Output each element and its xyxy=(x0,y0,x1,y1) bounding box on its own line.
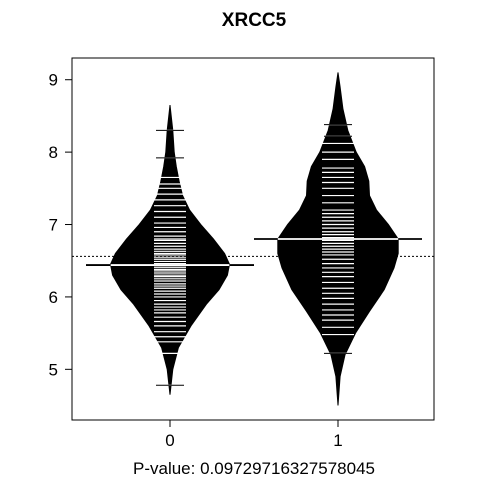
y-axis: 5 6 7 8 9 xyxy=(49,71,72,379)
y-tick-label-7: 7 xyxy=(49,216,58,235)
bean-group-0 xyxy=(109,105,231,395)
plot-frame xyxy=(71,57,435,421)
x-tick-label-0: 0 xyxy=(165,431,174,450)
y-tick-label-6: 6 xyxy=(49,288,58,307)
y-tick-label-5: 5 xyxy=(49,360,58,379)
x-axis-label: P-value: 0.09729716327578045 xyxy=(133,459,375,478)
mean-lines-layer xyxy=(86,238,422,266)
x-tick-label-1: 1 xyxy=(333,431,342,450)
y-tick-label-8: 8 xyxy=(49,143,58,162)
chart-title: XRCC5 xyxy=(222,10,287,31)
y-tick-label-9: 9 xyxy=(49,71,58,90)
